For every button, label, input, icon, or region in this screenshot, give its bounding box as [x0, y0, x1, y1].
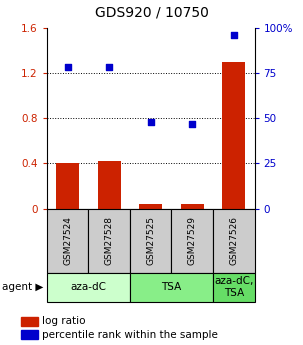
- Bar: [213, 209, 255, 273]
- Point: [65, 65, 70, 70]
- Text: aza-dC: aza-dC: [71, 282, 106, 292]
- Text: GSM27529: GSM27529: [188, 216, 197, 265]
- Text: agent ▶: agent ▶: [2, 282, 43, 292]
- Bar: [130, 209, 171, 273]
- Bar: [213, 273, 255, 302]
- Bar: [139, 204, 162, 209]
- Text: aza-dC,
TSA: aza-dC, TSA: [214, 276, 253, 298]
- Bar: [47, 209, 88, 273]
- Bar: [222, 61, 245, 209]
- Text: TSA: TSA: [161, 282, 181, 292]
- Text: GSM27524: GSM27524: [63, 216, 72, 265]
- Text: GSM27528: GSM27528: [105, 216, 114, 265]
- Point: [190, 121, 195, 126]
- Point: [107, 65, 112, 70]
- Text: GSM27525: GSM27525: [146, 216, 155, 265]
- Bar: [88, 209, 130, 273]
- Bar: [98, 161, 121, 209]
- Bar: [56, 164, 79, 209]
- Point: [148, 119, 153, 125]
- Bar: [171, 209, 213, 273]
- Text: percentile rank within the sample: percentile rank within the sample: [42, 329, 218, 339]
- Bar: [181, 204, 204, 209]
- Bar: [47, 273, 130, 302]
- Text: GSM27526: GSM27526: [229, 216, 238, 265]
- Text: GDS920 / 10750: GDS920 / 10750: [95, 5, 208, 19]
- Point: [231, 32, 236, 38]
- Bar: [130, 273, 213, 302]
- Text: log ratio: log ratio: [42, 316, 86, 326]
